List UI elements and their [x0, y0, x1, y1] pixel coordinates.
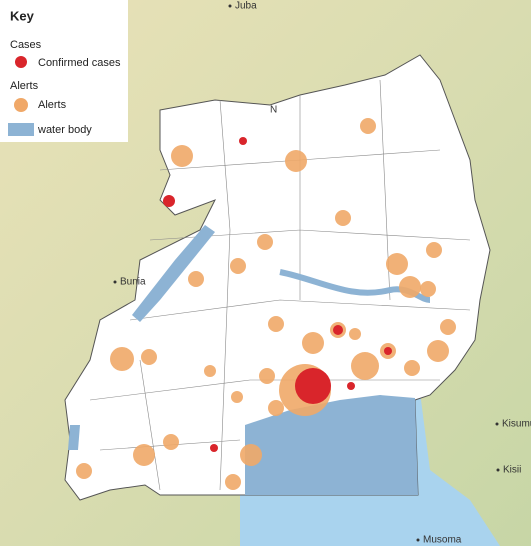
place-dot	[113, 280, 117, 284]
legend-heading: Alerts	[10, 80, 39, 92]
legend-swatch	[15, 56, 27, 68]
alert-marker	[420, 281, 436, 297]
alert-marker	[404, 360, 420, 376]
case-marker	[333, 325, 343, 335]
legend-swatch	[8, 123, 34, 136]
lake-albert	[132, 225, 215, 322]
place-label: Musoma	[423, 535, 462, 546]
alert-marker	[335, 210, 351, 226]
alert-marker	[399, 276, 421, 298]
lake-victoria	[245, 395, 418, 495]
place-dot	[496, 468, 500, 472]
alert-marker	[240, 444, 262, 466]
alert-marker	[230, 258, 246, 274]
case-marker	[347, 382, 355, 390]
alert-marker	[268, 400, 284, 416]
alert-marker	[440, 319, 456, 335]
case-marker	[163, 195, 175, 207]
alert-marker	[188, 271, 204, 287]
place-label: Kisii	[503, 465, 521, 476]
lake-edward	[68, 425, 80, 450]
alert-marker	[204, 365, 216, 377]
alert-marker	[225, 474, 241, 490]
place-label: Bunia	[120, 277, 146, 288]
case-marker	[295, 368, 331, 404]
alert-marker	[110, 347, 134, 371]
legend-item: Confirmed cases	[38, 57, 121, 69]
alert-marker	[163, 434, 179, 450]
markers	[76, 118, 456, 490]
legend-title: Key	[10, 8, 35, 23]
case-marker	[239, 137, 247, 145]
alert-marker	[259, 368, 275, 384]
place-label: N	[270, 105, 277, 116]
case-marker	[384, 347, 392, 355]
alert-marker	[76, 463, 92, 479]
legend-box	[0, 0, 128, 142]
place-label: Kisumu	[502, 419, 531, 430]
lake-kyoga	[279, 269, 431, 303]
alert-marker	[351, 352, 379, 380]
alert-marker	[231, 391, 243, 403]
alert-marker	[268, 316, 284, 332]
legend-heading: Cases	[10, 39, 42, 51]
place-dot	[228, 4, 232, 8]
alert-marker	[427, 340, 449, 362]
alert-marker	[133, 444, 155, 466]
legend-swatch	[14, 98, 28, 112]
alert-marker	[285, 150, 307, 172]
place-label: Juba	[235, 1, 257, 12]
alert-marker	[426, 242, 442, 258]
alert-marker	[171, 145, 193, 167]
case-marker	[210, 444, 218, 452]
alert-marker	[302, 332, 324, 354]
legend-item: water body	[37, 124, 92, 136]
alert-marker	[349, 328, 361, 340]
alert-marker	[386, 253, 408, 275]
alert-marker	[257, 234, 273, 250]
alert-marker	[360, 118, 376, 134]
legend-item: Alerts	[38, 99, 67, 111]
place-dot	[416, 538, 420, 542]
place-dot	[495, 422, 499, 426]
alert-marker	[141, 349, 157, 365]
